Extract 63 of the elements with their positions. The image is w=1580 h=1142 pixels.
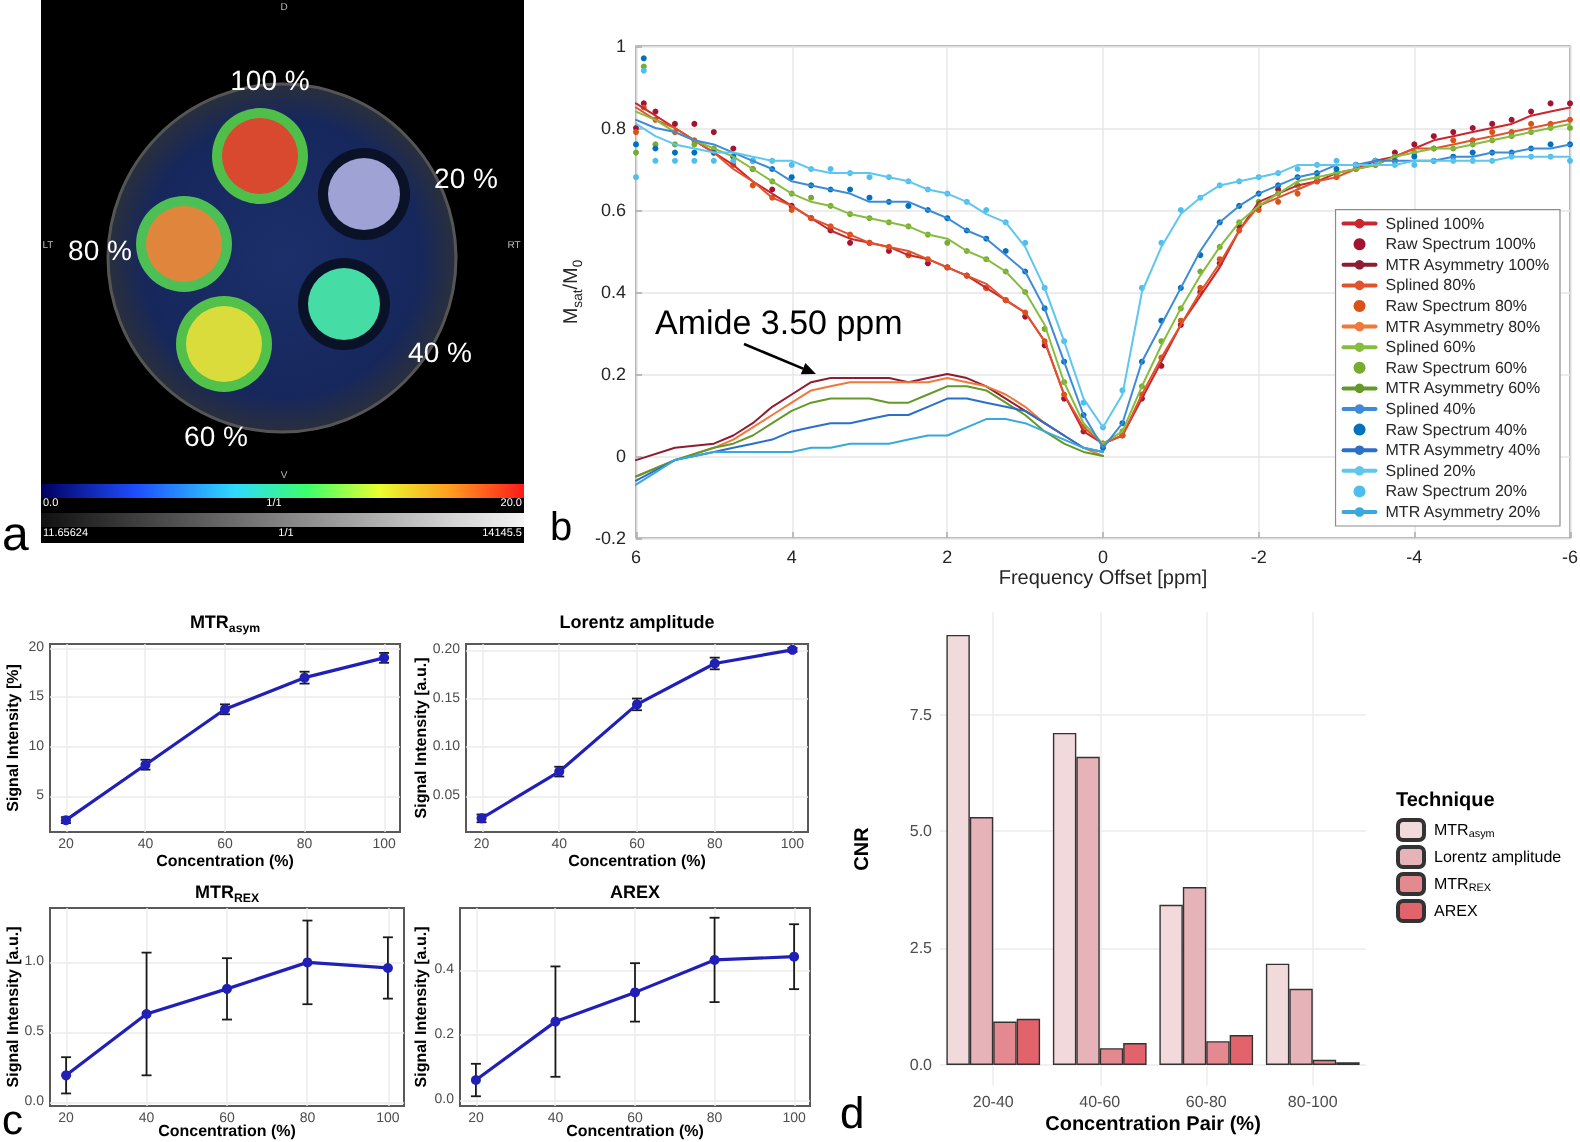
y-tick-label: 0.8 xyxy=(600,118,626,138)
legend-label: MTR Asymmetry 20% xyxy=(1385,503,1541,521)
legend-label: Splined 80% xyxy=(1385,276,1476,295)
x-tick-label: 2 xyxy=(942,547,953,567)
y-tick-label: 0.6 xyxy=(600,200,626,220)
x-tick-label: 20-40 xyxy=(972,1093,1015,1111)
annotation: Amide 3.50 ppm xyxy=(655,303,903,341)
y-tick-label: 2.5 xyxy=(909,939,934,958)
legend-label: Splined 40% xyxy=(1385,400,1476,418)
text: 80 % xyxy=(68,234,132,266)
y-tick-label: -0.2 xyxy=(594,528,626,548)
legend-label: AREX xyxy=(1434,902,1479,920)
text: 60 % xyxy=(184,420,248,452)
legend-label: Raw Spectrum 20% xyxy=(1385,482,1527,501)
x-axis-title: Concentration (%) xyxy=(156,851,295,870)
text: a xyxy=(2,508,29,562)
legend-label: Splined 60% xyxy=(1385,338,1476,357)
legend-title: Technique xyxy=(1396,790,1496,813)
legend-label: Lorentz amplitude xyxy=(1434,848,1563,866)
y-axis-title: Signal Intensity [%] xyxy=(4,663,23,812)
y-axis-title: Signal Intensity [a.u.] xyxy=(4,925,23,1088)
x-axis-title: Concentration Pair (%) xyxy=(1045,1114,1261,1137)
y-axis-title: CNR xyxy=(851,825,874,871)
y-tick-label: 0.0 xyxy=(909,1055,934,1074)
legend-label: Raw Spectrum 100% xyxy=(1385,235,1536,254)
y-tick-label: 0 xyxy=(615,446,626,466)
x-axis-title: Concentration (%) xyxy=(566,1121,705,1140)
text: b xyxy=(550,505,573,549)
legend-label: MTR Asymmetry 40% xyxy=(1385,441,1541,460)
y-axis-title: Signal Intensity [a.u.] xyxy=(412,656,431,819)
text: 100 % xyxy=(230,64,310,96)
x-tick-label: -2 xyxy=(1250,547,1267,567)
legend-label: MTR Asymmetry 100% xyxy=(1385,255,1550,274)
chart-title: Lorentz amplitude xyxy=(559,612,715,633)
x-tick-label: 6 xyxy=(630,547,642,567)
text: 40 % xyxy=(408,336,472,368)
x-tick-label: 80-100 xyxy=(1287,1093,1339,1111)
legend-label: Raw Spectrum 60% xyxy=(1385,358,1527,377)
x-tick-label: 40-60 xyxy=(1079,1093,1122,1111)
legend-label: MTR Asymmetry 80% xyxy=(1385,317,1541,336)
text: d xyxy=(840,1088,865,1138)
text: c xyxy=(2,1097,23,1142)
y-tick-label: 1 xyxy=(615,36,626,56)
legend-label: Splined 20% xyxy=(1385,461,1476,480)
y-tick-label: 7.5 xyxy=(909,705,934,724)
x-tick-label: -4 xyxy=(1406,547,1423,567)
legend-label: Raw Spectrum 40% xyxy=(1385,420,1527,439)
legend-label: MTR Asymmetry 60% xyxy=(1385,379,1541,398)
x-tick-label: 0 xyxy=(1097,547,1109,567)
x-tick-label: 60-80 xyxy=(1185,1093,1228,1111)
y-axis-title: Signal Intensity [a.u.] xyxy=(412,925,431,1088)
legend-label: Splined 100% xyxy=(1385,214,1485,233)
chart-title: AREX xyxy=(609,882,661,903)
x-tick-label: -6 xyxy=(1561,547,1579,567)
x-axis-title: Concentration (%) xyxy=(158,1121,297,1140)
legend-label: Raw Spectrum 80% xyxy=(1385,297,1527,315)
y-tick-label: 5.0 xyxy=(909,822,934,841)
y-tick-label: 0.2 xyxy=(600,364,626,384)
x-axis-title: Frequency Offset [ppm] xyxy=(998,568,1208,591)
text: 20 % xyxy=(434,162,498,194)
x-tick-label: 4 xyxy=(786,547,797,567)
y-tick-label: 0.4 xyxy=(600,282,626,302)
x-axis-title: Concentration (%) xyxy=(568,851,707,870)
